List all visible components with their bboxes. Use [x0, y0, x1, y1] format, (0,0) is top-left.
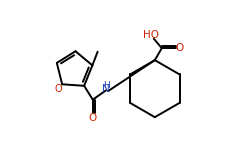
Text: H: H [103, 81, 109, 90]
Text: HO: HO [143, 30, 159, 40]
Text: O: O [175, 43, 183, 53]
Text: O: O [89, 113, 97, 123]
Text: N: N [102, 84, 110, 94]
Text: O: O [55, 84, 62, 94]
